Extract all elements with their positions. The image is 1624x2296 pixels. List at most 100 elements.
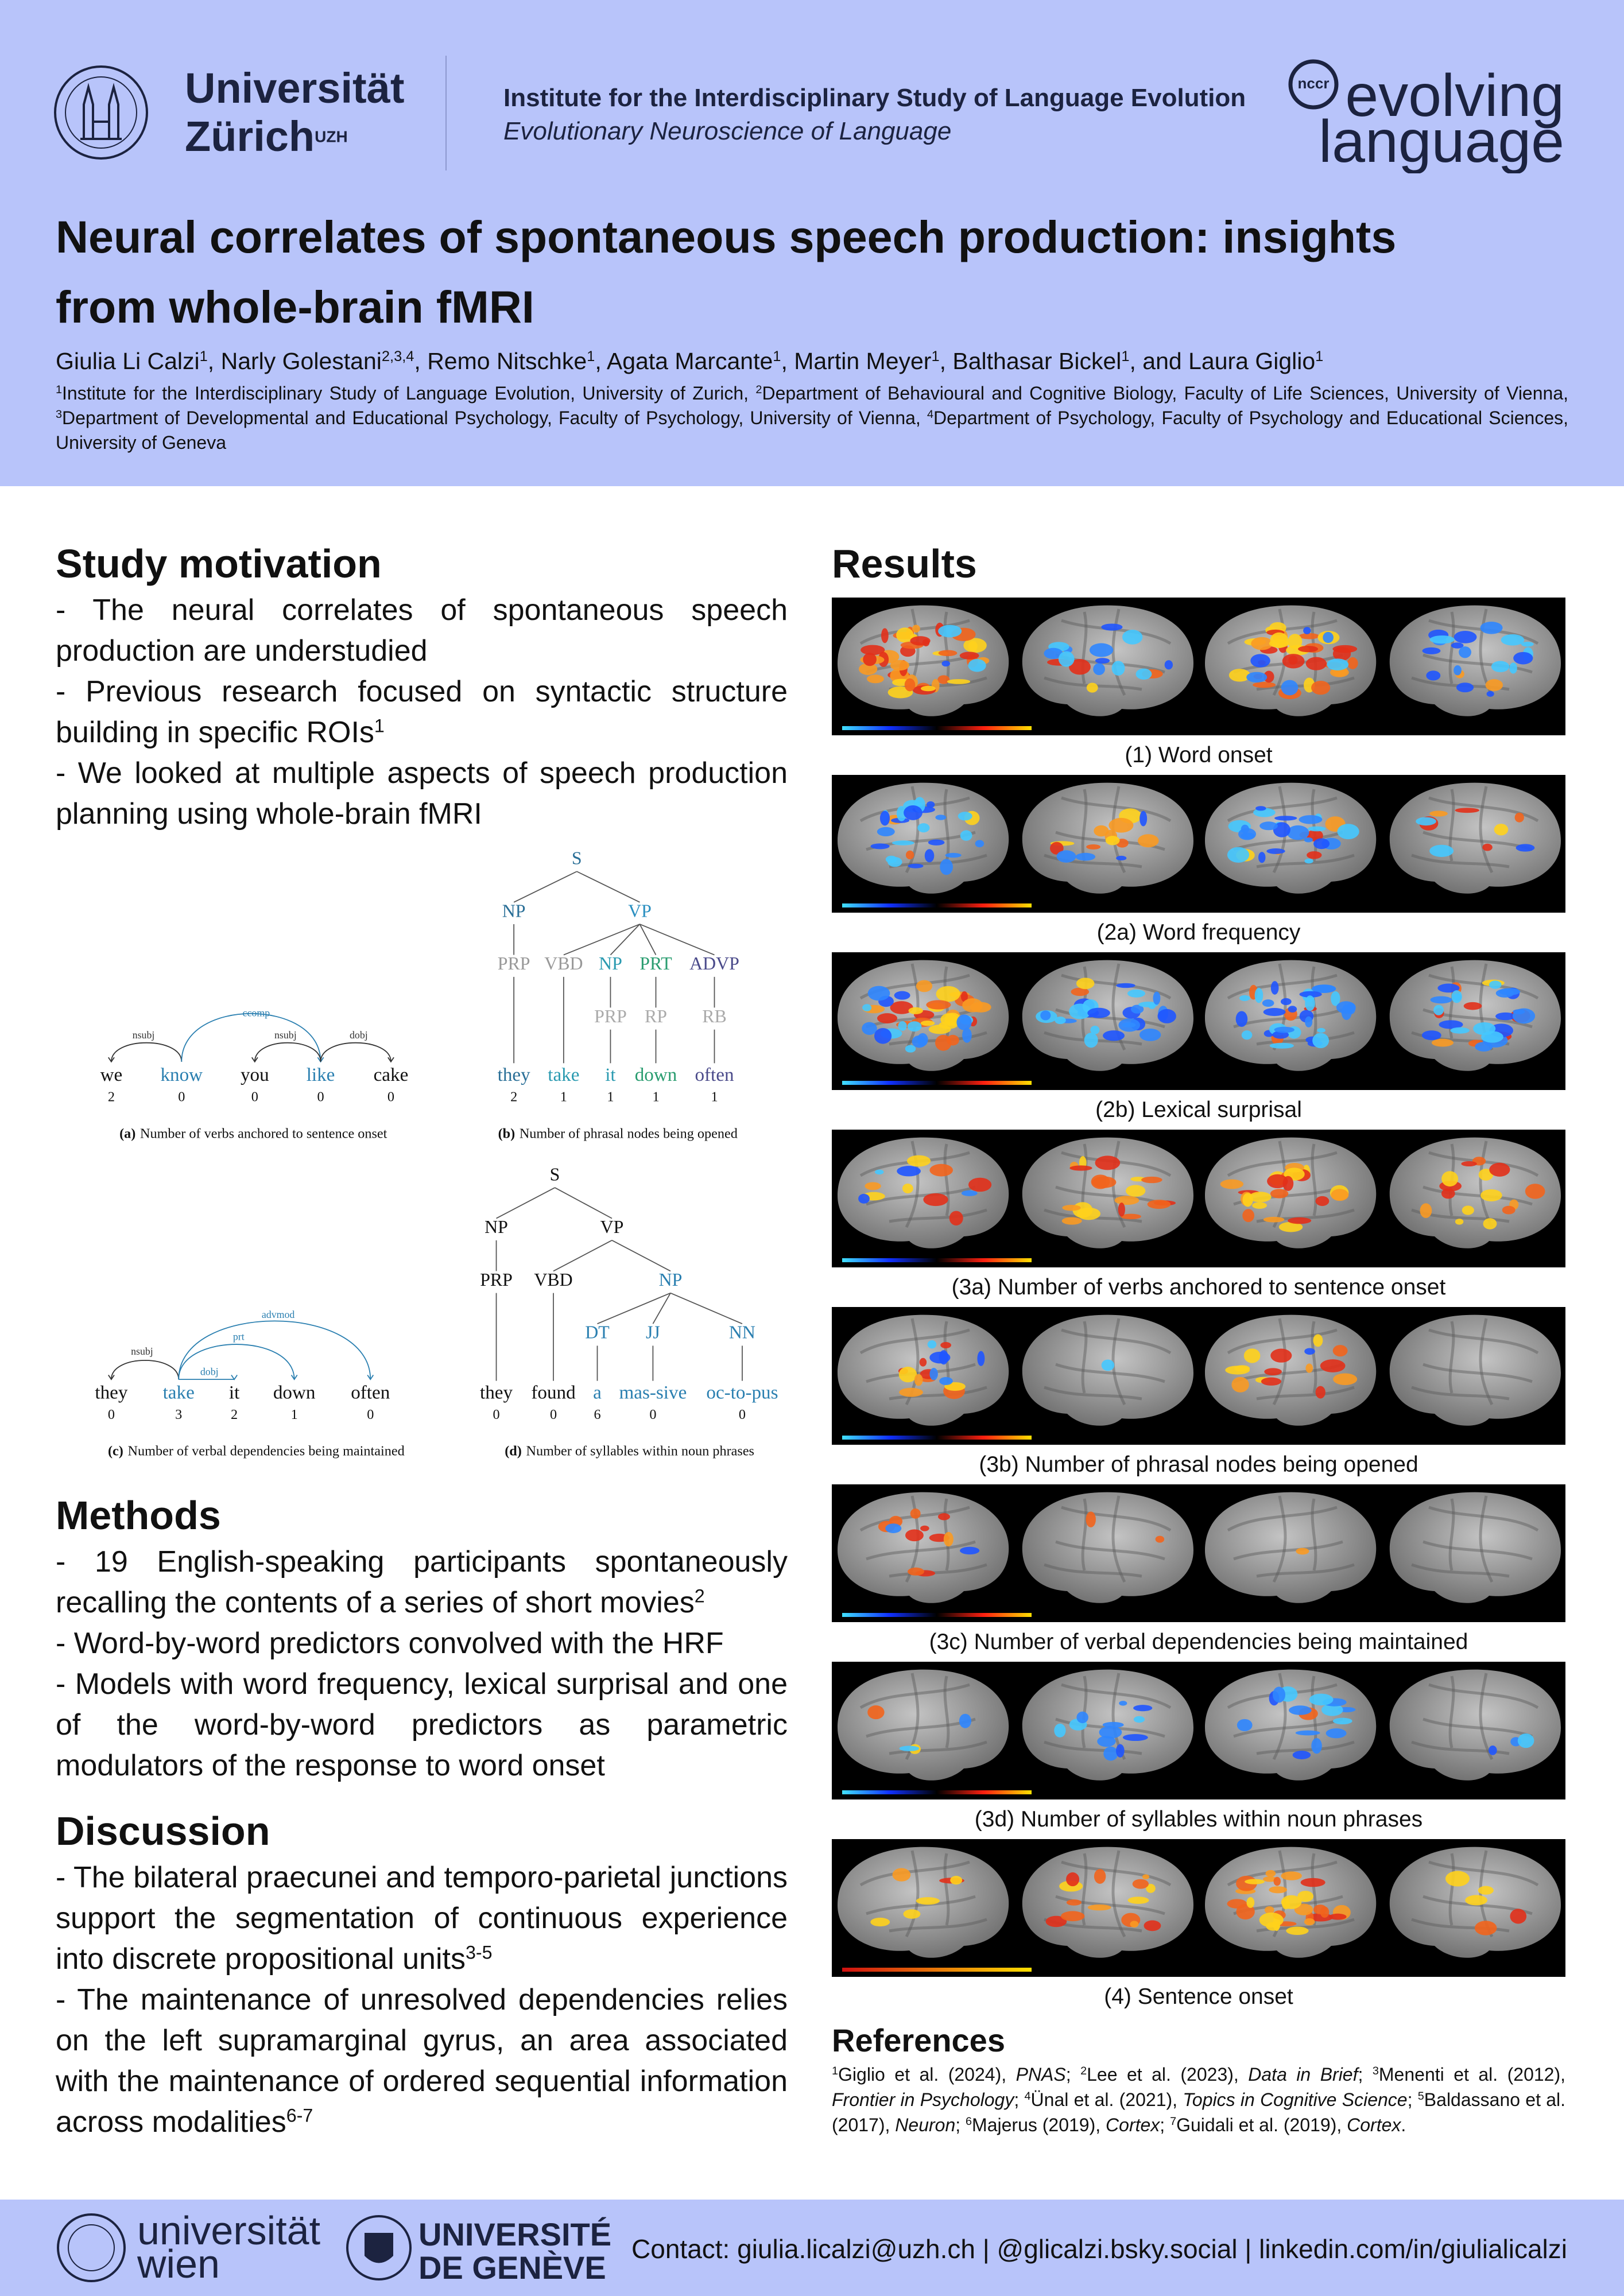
activation-blob [1273, 1876, 1281, 1886]
word: down [273, 1382, 316, 1403]
brain [1022, 1669, 1193, 1781]
brain-surface [1205, 1314, 1377, 1426]
activation-blob [1264, 1368, 1282, 1376]
activation-blob [1141, 1176, 1162, 1184]
activation-blob [1513, 651, 1533, 665]
activation-blob [1483, 1218, 1497, 1230]
activation-blob [1122, 630, 1143, 645]
affiliations: 1Institute for the Interdisciplinary Stu… [56, 381, 1568, 455]
author-sup: 1 [199, 348, 208, 365]
word: cake [374, 1064, 409, 1085]
dependency-arc [320, 1042, 392, 1062]
activation-blob [1454, 665, 1462, 676]
count: 2 [231, 1407, 238, 1422]
activation-blob [858, 1193, 870, 1204]
tree-edge [670, 1292, 743, 1325]
sulcus [1411, 1386, 1510, 1401]
affiliation-text: Department of Behavioural and Cognitive … [762, 383, 1569, 404]
vienna-line2: wien [137, 2241, 220, 2286]
count: 0 [108, 1407, 115, 1422]
activation-blob [1101, 1359, 1115, 1371]
activation-blob [1317, 1027, 1325, 1033]
caption-label: (c) [108, 1444, 123, 1459]
activation-blob [938, 650, 958, 657]
colorbar [842, 1258, 1032, 1262]
city: Zürich [185, 113, 315, 160]
activation-blob [1144, 1920, 1161, 1932]
bullet-text: - Previous research focused on syntactic… [56, 675, 788, 749]
reference-sup: 5 [1417, 2090, 1424, 2103]
brain-surface [838, 1314, 1009, 1426]
tree-node: PRP [498, 953, 530, 974]
word: like [307, 1064, 335, 1085]
sulcus [1227, 1506, 1338, 1532]
brain [1022, 1492, 1193, 1603]
activation-blob [926, 801, 935, 808]
dependency-arc [181, 1013, 321, 1062]
brain-surface [1389, 605, 1561, 716]
brain-surface [1022, 1847, 1193, 1958]
activation-blob [1485, 679, 1503, 691]
affiliation-sup: 3 [56, 408, 63, 421]
activation-blob [885, 1523, 902, 1533]
activation-blob [1281, 1895, 1302, 1909]
bullet: - The maintenance of unresolved dependen… [56, 1980, 788, 2143]
activation-blob [870, 843, 890, 850]
activation-blob [1095, 1155, 1121, 1170]
author-sep: , [414, 348, 428, 374]
word: found [531, 1382, 576, 1403]
bullet-text: - 19 English-speaking participants spont… [56, 1545, 788, 1619]
activation-blob [1281, 680, 1299, 696]
bullet: - The bilateral praecunei and temporo-pa… [56, 1857, 788, 1980]
word: we [100, 1064, 123, 1085]
activation-blob [1478, 1886, 1494, 1895]
activation-blob [1298, 646, 1319, 653]
activation-blob [1252, 1202, 1267, 1209]
activation-blob [912, 625, 920, 633]
activation-blob [1118, 1018, 1141, 1032]
activation-blob [1288, 634, 1303, 649]
activation-blob [870, 1917, 890, 1927]
activation-blob [920, 1020, 935, 1026]
reference-text: Majerus (2019), [972, 2115, 1106, 2135]
activation-blob [1040, 1010, 1051, 1021]
brain [1022, 1314, 1193, 1426]
activation-blob [1087, 1007, 1110, 1018]
activation-blob [1269, 1042, 1294, 1049]
bullet-text: - Models with word frequency, lexical su… [56, 1667, 788, 1782]
affiliation-sup: 1 [56, 383, 63, 397]
brain [838, 1669, 1009, 1781]
colorbar [842, 903, 1032, 907]
sulcus [859, 1328, 970, 1355]
activation-blob [874, 1169, 884, 1175]
activation-blob [1235, 1011, 1248, 1027]
brain [1389, 1492, 1561, 1603]
activation-blob [920, 1525, 929, 1531]
bullet-text: - Word-by-word predictors convolved with… [56, 1627, 724, 1660]
reference-journal: Cortex [1106, 2115, 1160, 2135]
sulcus [1061, 1860, 1172, 1887]
author-sep: , [939, 348, 953, 374]
arc-label: nsubj [274, 1029, 297, 1041]
activation-blob [1274, 1026, 1294, 1033]
sulcus [1044, 1563, 1142, 1578]
activation-blob [906, 1155, 931, 1167]
activation-blob [1139, 810, 1148, 827]
sulcus [1428, 1328, 1539, 1355]
tree-node: JJ [646, 1322, 660, 1343]
activation-blob [1465, 1895, 1488, 1906]
university: Universität [185, 64, 405, 112]
activation-blob [1266, 848, 1285, 854]
methods-section: Methods - 19 English-speaking participant… [56, 1490, 788, 1786]
activation-blob [968, 659, 986, 672]
activation-blob [1311, 1737, 1322, 1754]
bullet: - Word-by-word predictors convolved with… [56, 1623, 788, 1664]
activation-blob [866, 674, 884, 684]
activation-blob [935, 1034, 952, 1051]
brain-surface [1389, 782, 1561, 894]
activation-blob [916, 1897, 940, 1905]
geneva-line1: UNIVERSITÉ [418, 2216, 611, 2252]
sulcus [1227, 1151, 1338, 1177]
activation-blob [865, 1182, 881, 1190]
activation-blob [975, 840, 985, 848]
